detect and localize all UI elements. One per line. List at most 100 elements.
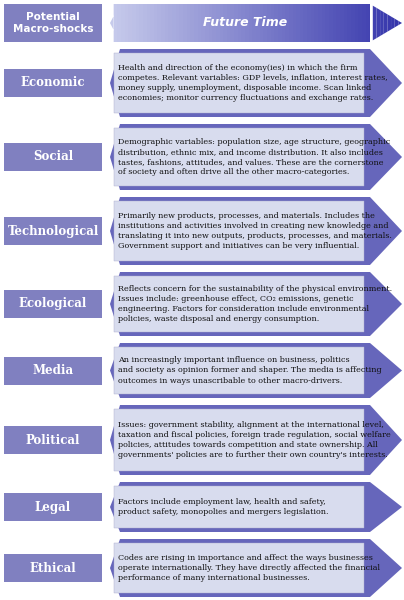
Polygon shape [362,4,366,42]
FancyBboxPatch shape [4,4,102,42]
Polygon shape [208,4,212,42]
Polygon shape [110,272,402,336]
Text: Primarily new products, processes, and materials. Includes the
institutions and : Primarily new products, processes, and m… [118,212,392,250]
Text: Factors include employment law, health and safety,
product safety, monopolies an: Factors include employment law, health a… [118,498,328,516]
Text: Social: Social [33,151,73,163]
FancyBboxPatch shape [4,426,102,454]
Polygon shape [318,4,322,42]
Polygon shape [205,4,208,42]
Polygon shape [278,4,282,42]
Polygon shape [179,4,183,42]
Text: Demographic variables: population size, age structure, geographic
distribution, : Demographic variables: population size, … [118,138,390,176]
Text: Legal: Legal [35,500,71,514]
Polygon shape [194,4,198,42]
Text: Codes are rising in importance and affect the ways businesses
operate internatio: Codes are rising in importance and affec… [118,554,380,582]
Polygon shape [110,197,402,265]
Polygon shape [150,4,154,42]
Polygon shape [143,4,147,42]
Polygon shape [234,4,238,42]
Text: Economic: Economic [21,76,85,89]
Polygon shape [380,10,384,36]
Polygon shape [176,4,179,42]
Polygon shape [110,49,402,117]
FancyBboxPatch shape [4,290,102,318]
Text: Technological: Technological [7,224,99,238]
Polygon shape [391,16,395,29]
Polygon shape [274,4,278,42]
Polygon shape [314,4,318,42]
Polygon shape [187,4,190,42]
Polygon shape [289,4,292,42]
Polygon shape [384,12,387,34]
Polygon shape [260,4,263,42]
Polygon shape [114,4,117,42]
Polygon shape [311,4,314,42]
Text: Media: Media [32,364,74,377]
Polygon shape [307,4,311,42]
Polygon shape [110,405,402,475]
FancyBboxPatch shape [4,217,102,245]
Polygon shape [172,4,176,42]
FancyBboxPatch shape [114,347,364,394]
FancyBboxPatch shape [4,143,102,171]
Polygon shape [128,4,132,42]
Text: Health and direction of the economy(ies) in which the firm
competes. Relevant va: Health and direction of the economy(ies)… [118,64,388,102]
Polygon shape [124,4,128,42]
Polygon shape [238,4,242,42]
Polygon shape [340,4,343,42]
Polygon shape [355,4,358,42]
Polygon shape [110,482,402,532]
FancyBboxPatch shape [114,53,364,113]
Polygon shape [121,4,124,42]
Text: Political: Political [26,433,80,446]
Polygon shape [110,539,402,597]
Polygon shape [139,4,143,42]
Polygon shape [300,4,303,42]
Polygon shape [216,4,219,42]
Polygon shape [110,343,402,398]
Polygon shape [329,4,332,42]
Polygon shape [110,4,120,42]
Polygon shape [332,4,336,42]
FancyBboxPatch shape [4,69,102,97]
Polygon shape [249,4,252,42]
FancyBboxPatch shape [114,409,364,471]
Polygon shape [165,4,168,42]
Polygon shape [336,4,340,42]
Polygon shape [154,4,158,42]
Polygon shape [395,19,398,28]
Polygon shape [110,124,402,190]
Polygon shape [267,4,271,42]
Polygon shape [282,4,285,42]
Polygon shape [223,4,227,42]
Polygon shape [219,4,223,42]
Polygon shape [190,4,194,42]
Polygon shape [325,4,329,42]
Polygon shape [398,21,402,25]
Polygon shape [198,4,201,42]
Polygon shape [358,4,362,42]
FancyBboxPatch shape [4,493,102,521]
Polygon shape [230,4,234,42]
Polygon shape [387,14,391,32]
Text: Future Time: Future Time [203,16,288,29]
Polygon shape [347,4,351,42]
Polygon shape [271,4,274,42]
Polygon shape [285,4,289,42]
Polygon shape [303,4,307,42]
FancyBboxPatch shape [114,201,364,261]
Polygon shape [168,4,172,42]
Polygon shape [132,4,136,42]
Polygon shape [183,4,187,42]
FancyBboxPatch shape [114,128,364,186]
FancyBboxPatch shape [4,356,102,385]
Polygon shape [136,4,139,42]
Polygon shape [227,4,230,42]
Polygon shape [212,4,216,42]
Polygon shape [343,4,347,42]
Text: Reflects concern for the sustainability of the physical environment.
Issues incl: Reflects concern for the sustainability … [118,285,392,323]
Polygon shape [158,4,161,42]
Polygon shape [377,8,380,38]
Text: Issues: government stability, alignment at the international level,
taxation and: Issues: government stability, alignment … [118,421,391,459]
Text: Potential
Macro-shocks: Potential Macro-shocks [13,12,93,34]
